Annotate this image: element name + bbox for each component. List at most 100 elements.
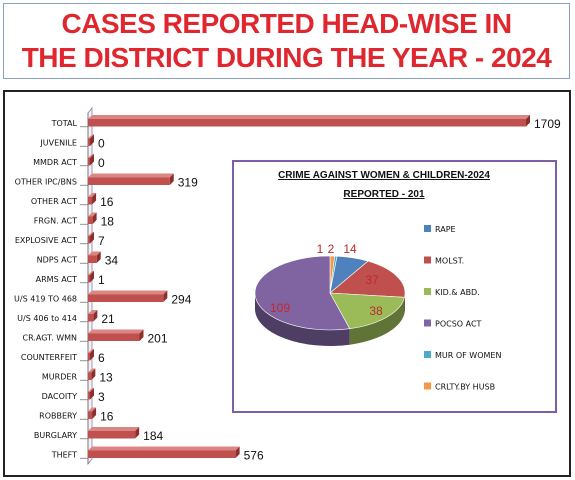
bar-end [92, 193, 97, 205]
pie-chart-inset: CRIME AGAINST WOMEN & CHILDREN-2024 REPO… [232, 160, 557, 413]
category-label: NDPS ACT [37, 255, 78, 264]
bar-top [88, 173, 174, 178]
pie-value-label: 109 [270, 301, 290, 315]
bar-top [88, 407, 97, 412]
bar [88, 158, 90, 166]
bar-value-label: 0 [98, 156, 105, 170]
bar-top [88, 271, 94, 275]
bar [88, 450, 236, 458]
bar-top [88, 349, 94, 353]
bar-value-label: 7 [98, 234, 105, 248]
bar-value-label: 6 [98, 351, 105, 365]
bar [88, 216, 93, 224]
pie-slice-side [255, 293, 350, 346]
bar [88, 294, 164, 302]
bar-value-label: 201 [148, 331, 168, 345]
legend-label: MOLST. [435, 257, 464, 266]
bar-value-label: 1709 [534, 117, 561, 131]
bar-value-label: 0 [98, 136, 105, 150]
pie-slice [329, 260, 406, 298]
category-label: OTHER IPC/BNS [15, 177, 77, 186]
legend-swatch [424, 288, 431, 295]
bar-value-label: 16 [100, 195, 114, 209]
bar-value-label: 319 [178, 175, 198, 189]
bar-top [88, 368, 96, 373]
bar-value-label: 21 [101, 312, 115, 326]
category-label: ARMS ACT [36, 275, 77, 284]
pie-legend: RAPE MOLST. KID.& ABD. POCSO ACT MUR OF WOME… [424, 225, 501, 392]
bar-end [96, 251, 101, 263]
category-label: FRGN. ACT [34, 216, 77, 225]
pie-slice [329, 292, 405, 330]
bar-top [88, 193, 97, 197]
bar-end [92, 212, 97, 224]
bar-value-label: 34 [105, 253, 119, 267]
bar [88, 119, 526, 127]
pie-slices: 21 14 37 38 109 [254, 242, 406, 346]
bar-top [88, 427, 140, 431]
bar-end [139, 329, 144, 341]
pie-slice-side [404, 293, 405, 314]
category-label: U/S 406 to 414 [17, 314, 77, 323]
bar-top [88, 446, 240, 451]
category-label: JUVENILE [39, 138, 77, 147]
pie-value-label: 38 [369, 304, 383, 318]
legend-swatch [424, 256, 431, 264]
bar [88, 177, 170, 185]
legend-swatch [424, 225, 431, 232]
bar-value-label: 16 [100, 409, 114, 423]
category-label: MMDR ACT [33, 158, 77, 167]
bar [88, 314, 94, 322]
bar [88, 275, 90, 283]
bar-top [88, 310, 98, 314]
bar-top [88, 388, 94, 392]
legend-label: POCSO ACT [435, 320, 482, 329]
bar-chart: TOTAL 1709 JUVENILE 0 MMDR ACT 0 OTHER IPC/BNS… [14, 106, 561, 466]
legend-swatch [424, 351, 431, 358]
category-label: COUNTERFEIT [21, 353, 77, 362]
category-label: TOTAL [51, 119, 78, 128]
bar [88, 197, 93, 205]
category-label: OTHER ACT [31, 197, 77, 206]
bar-end [163, 290, 168, 302]
pie-slice-side [349, 297, 405, 345]
category-label: EXPLOSIVE ACT [15, 236, 77, 245]
bar-top [88, 232, 94, 236]
legend-label: MUR OF WOMEN [435, 351, 501, 360]
bar-end [135, 427, 140, 439]
bar-top [88, 154, 94, 158]
pie-value-label: 14 [343, 242, 357, 256]
bar-top [88, 329, 144, 334]
bar-top [88, 251, 101, 256]
title-line-1: CASES REPORTED HEAD-WISE IN [61, 8, 512, 39]
category-label: U/S 419 TO 468 [14, 294, 77, 303]
title-line-2: THE DISTRICT DURING THE YEAR - 2024 [21, 42, 552, 73]
bar-end [91, 368, 96, 380]
category-label: ROBBERY [39, 411, 77, 420]
bar-end [90, 134, 94, 146]
bar-end [90, 154, 94, 166]
bar [88, 411, 93, 419]
bar-value-label: 13 [99, 370, 113, 384]
category-label: THEFT [51, 450, 77, 459]
bar [88, 372, 92, 380]
bar-value-label: 1 [98, 273, 105, 287]
legend-label: KID.& ABD. [435, 288, 480, 297]
legend-swatch [424, 382, 431, 390]
bar [88, 392, 90, 400]
bar-end [526, 115, 530, 127]
category-label: BURGLARY [34, 431, 77, 440]
bar-end [90, 232, 94, 244]
category-label: DACOITY [42, 392, 77, 401]
bar-end [169, 173, 174, 185]
category-label: CR.AGT. WMN [23, 333, 77, 342]
bar-end [90, 271, 94, 283]
bar-value-label: 294 [171, 292, 191, 306]
pie-subtitle: REPORTED - 201 [343, 189, 425, 200]
bar [88, 333, 140, 341]
bar-value-label: 184 [143, 429, 163, 443]
pie-title: CRIME AGAINST WOMEN & CHILDREN-2024 [278, 170, 490, 181]
pie-value-label: 37 [365, 273, 379, 287]
legend-label: RAPE [435, 225, 456, 234]
